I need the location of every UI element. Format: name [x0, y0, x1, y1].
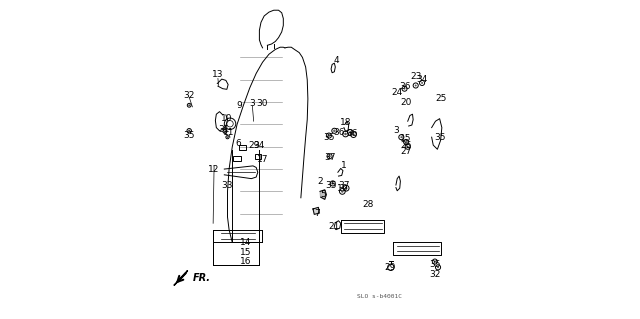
Circle shape [405, 141, 407, 143]
Circle shape [224, 130, 226, 132]
Circle shape [401, 136, 403, 138]
Text: 10: 10 [221, 114, 232, 122]
Circle shape [437, 266, 439, 268]
Text: 6: 6 [235, 139, 241, 148]
Text: 5: 5 [320, 190, 326, 199]
Text: 4: 4 [333, 56, 339, 65]
Text: 3: 3 [394, 126, 399, 135]
Circle shape [352, 133, 355, 136]
Text: 35: 35 [325, 181, 337, 189]
Polygon shape [320, 190, 326, 199]
Circle shape [407, 146, 409, 148]
Text: 34: 34 [253, 141, 265, 150]
Polygon shape [313, 207, 319, 214]
Text: 29: 29 [385, 263, 396, 272]
Text: 32: 32 [429, 270, 440, 279]
Text: 28: 28 [362, 200, 374, 209]
Polygon shape [174, 271, 188, 286]
Text: 36: 36 [399, 82, 410, 91]
Text: 23: 23 [410, 72, 421, 81]
Text: 19: 19 [337, 184, 348, 193]
Circle shape [227, 137, 228, 138]
Text: 36: 36 [346, 130, 358, 138]
Text: 11: 11 [223, 128, 235, 137]
Text: 37: 37 [338, 181, 349, 189]
Circle shape [333, 130, 335, 132]
Text: 31: 31 [218, 125, 230, 134]
Text: FR.: FR. [193, 272, 211, 283]
Text: 20: 20 [401, 98, 412, 107]
Text: 7: 7 [314, 209, 320, 218]
Text: 35: 35 [323, 133, 335, 142]
Circle shape [345, 187, 348, 189]
Circle shape [349, 131, 351, 134]
Text: 27: 27 [401, 147, 412, 156]
Circle shape [188, 130, 190, 132]
Text: 34: 34 [417, 75, 428, 84]
Circle shape [328, 155, 331, 158]
Text: 15: 15 [240, 248, 252, 256]
Text: 21: 21 [329, 222, 340, 231]
Circle shape [415, 85, 417, 86]
Text: 32: 32 [184, 91, 195, 100]
Circle shape [421, 82, 423, 84]
Bar [255, 154, 261, 159]
Bar [233, 156, 241, 161]
Text: 29: 29 [248, 141, 260, 150]
Circle shape [404, 88, 406, 90]
Text: 16: 16 [240, 257, 252, 266]
Text: 25: 25 [435, 94, 446, 103]
Text: 35: 35 [434, 133, 445, 142]
Text: 33: 33 [221, 181, 232, 189]
Circle shape [332, 182, 334, 185]
Text: 35: 35 [184, 131, 195, 140]
Text: 9: 9 [237, 101, 243, 110]
Text: 2: 2 [317, 177, 323, 186]
Circle shape [328, 134, 330, 137]
Text: 17: 17 [257, 155, 268, 164]
Bar [239, 145, 246, 150]
Text: 24: 24 [391, 88, 402, 97]
Text: 1: 1 [341, 161, 347, 170]
Text: 14: 14 [240, 238, 252, 247]
Circle shape [434, 261, 436, 263]
Text: 37: 37 [324, 153, 335, 162]
Text: SLO s-b4001C: SLO s-b4001C [356, 294, 401, 299]
Text: 18: 18 [340, 118, 351, 127]
Circle shape [344, 133, 347, 135]
Text: 35: 35 [429, 260, 440, 269]
Text: 15: 15 [401, 134, 412, 143]
Text: 13: 13 [212, 70, 223, 79]
Text: 3: 3 [250, 99, 255, 108]
Circle shape [341, 190, 344, 193]
Text: 36: 36 [333, 128, 345, 137]
Text: 12: 12 [209, 165, 220, 174]
Text: 30: 30 [256, 99, 268, 108]
Circle shape [188, 104, 190, 106]
Text: 26: 26 [401, 141, 412, 150]
